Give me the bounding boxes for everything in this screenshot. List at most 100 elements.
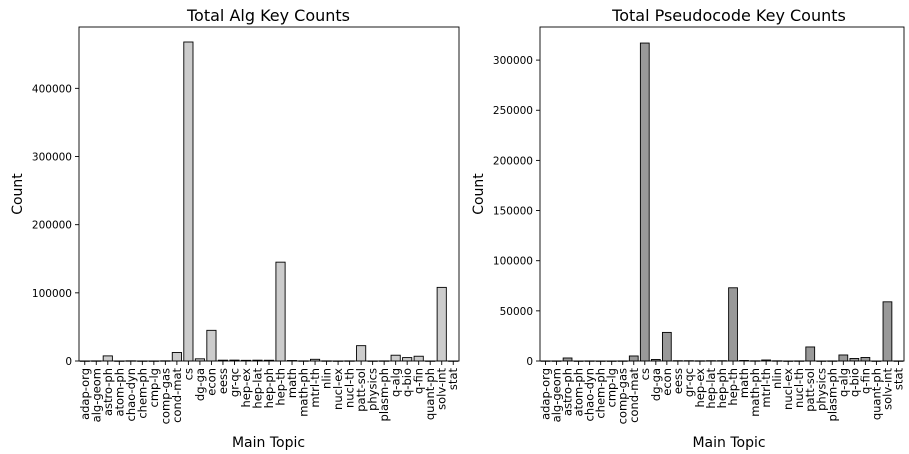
bar-q-alg bbox=[838, 354, 849, 362]
x-tick-label: chao-dyn bbox=[124, 368, 138, 421]
bar-solv-int bbox=[882, 301, 893, 362]
x-tick-label: nucl-th bbox=[792, 368, 806, 408]
x-tick-label: q-alg bbox=[389, 368, 403, 397]
x-tick-label: econ bbox=[204, 368, 218, 396]
x-tick-label: gr-qc bbox=[682, 368, 696, 397]
bar-cond-mat bbox=[628, 355, 639, 362]
x-tick-label: math bbox=[737, 368, 751, 398]
bar-q-bio bbox=[402, 357, 413, 362]
bar-cond-mat bbox=[171, 352, 182, 362]
x-tick-label: econ bbox=[660, 368, 674, 396]
x-tick-label: cmp-lg bbox=[147, 368, 161, 407]
x-tick-label: plasm-ph bbox=[377, 368, 391, 421]
chart-title: Total Pseudocode Key Counts bbox=[611, 6, 846, 25]
y-tick-label: 0 bbox=[65, 356, 72, 368]
x-tick-label: comp-gas bbox=[616, 368, 630, 424]
x-tick-label: hep-ph bbox=[262, 368, 276, 408]
bar-cs bbox=[183, 41, 194, 362]
x-tick-label: hep-th bbox=[726, 368, 740, 406]
y-tick-label: 150000 bbox=[493, 206, 533, 218]
chart-panel-pseudocode: Total Pseudocode Key Counts Count Main T… bbox=[471, 6, 905, 451]
x-tick-label: atom-ph bbox=[112, 368, 126, 417]
chart-panel-alg: Total Alg Key Counts Count Main Topic 0 1… bbox=[10, 6, 460, 451]
x-tick-label: hep-ex bbox=[693, 368, 707, 408]
x-tick-label: mtrl-th bbox=[759, 368, 773, 408]
x-tick-label: stat bbox=[446, 368, 460, 391]
x-tick-label: hep-ph bbox=[715, 368, 729, 408]
x-tick-label: cmp-lg bbox=[605, 368, 619, 407]
y-tick-label: 100000 bbox=[32, 288, 72, 300]
x-tick-label: q-fin bbox=[412, 368, 426, 394]
x-tick-label: adap-org bbox=[78, 368, 92, 420]
x-tick-label: math bbox=[285, 368, 299, 398]
y-tick-label: 200000 bbox=[493, 155, 533, 167]
x-tick-label: alg-geom bbox=[550, 368, 564, 422]
x-tick-label: cond-mat bbox=[627, 368, 641, 423]
x-tick-label: gr-qc bbox=[227, 368, 241, 397]
x-tick-label: hep-th bbox=[274, 368, 288, 406]
x-tick-label: stat bbox=[891, 368, 905, 391]
x-tick-label: mtrl-th bbox=[308, 368, 322, 408]
y-tick-label: 300000 bbox=[493, 55, 533, 67]
y-tick-label: 200000 bbox=[32, 220, 72, 232]
x-tick-label: patt-sol bbox=[803, 368, 817, 412]
x-tick-label: chao-dyn bbox=[583, 368, 597, 421]
x-tick-label: nlin bbox=[320, 368, 334, 389]
x-tick-label: quant-ph bbox=[869, 368, 883, 420]
x-tick-label: chem-ph bbox=[594, 368, 608, 419]
y-tick-label: 50000 bbox=[500, 306, 533, 318]
x-tick-label: solv-int bbox=[880, 368, 894, 410]
bar-solv-int bbox=[436, 286, 447, 362]
x-tick-label: astro-ph bbox=[561, 368, 575, 416]
x-tick-label: nlin bbox=[770, 368, 784, 389]
bar-hep-th bbox=[728, 287, 738, 362]
y-tick-label: 250000 bbox=[493, 105, 533, 117]
bar-econ bbox=[661, 331, 672, 362]
chart-title: Total Alg Key Counts bbox=[186, 6, 350, 25]
x-tick-label: nucl-th bbox=[343, 368, 357, 408]
x-tick-label: math-ph bbox=[748, 368, 762, 417]
x-tick-label: cs bbox=[638, 368, 652, 380]
x-tick-label: comp-gas bbox=[158, 368, 172, 424]
y-tick-label: 100000 bbox=[493, 256, 533, 268]
x-tick-label: q-bio bbox=[847, 368, 861, 397]
bar-econ bbox=[206, 329, 217, 362]
x-tick-label: solv-int bbox=[435, 368, 449, 410]
x-tick-label: astro-ph bbox=[101, 368, 115, 416]
y-tick-label: 300000 bbox=[32, 152, 72, 164]
bar-patt-sol bbox=[356, 345, 367, 362]
x-tick-label: cs bbox=[181, 368, 195, 380]
x-tick-label: plasm-ph bbox=[825, 368, 839, 421]
bar-q-alg bbox=[390, 354, 401, 362]
x-tick-label: hep-lat bbox=[704, 368, 718, 409]
y-tick-label: 400000 bbox=[32, 83, 72, 95]
x-tick-label: q-bio bbox=[400, 368, 414, 397]
x-tick-label: physics bbox=[814, 368, 828, 411]
x-tick-label: nucl-ex bbox=[331, 368, 345, 410]
x-tick-label: dg-ga bbox=[649, 368, 663, 401]
x-tick-label: physics bbox=[366, 368, 380, 411]
x-tick-label: quant-ph bbox=[423, 368, 437, 420]
x-tick-label: eess bbox=[671, 368, 685, 394]
bar-astro-ph bbox=[562, 357, 573, 362]
x-tick-label: hep-ex bbox=[239, 368, 253, 408]
y-axis-label: Count bbox=[10, 173, 26, 215]
x-tick-label: math-ph bbox=[297, 368, 311, 417]
x-tick-label: nucl-ex bbox=[781, 368, 795, 410]
bar-q-fin bbox=[860, 357, 871, 362]
x-axis-label: Main Topic bbox=[232, 435, 305, 451]
bar-cs bbox=[639, 42, 650, 362]
y-tick-label: 0 bbox=[526, 356, 533, 368]
x-tick-label: eess bbox=[216, 368, 230, 394]
x-axis-label: Main Topic bbox=[692, 435, 765, 451]
x-tick-label: alg-geom bbox=[89, 368, 103, 422]
bar-q-fin bbox=[413, 355, 424, 362]
x-tick-label: chem-ph bbox=[135, 368, 149, 419]
x-tick-label: hep-lat bbox=[250, 368, 264, 409]
x-tick-label: q-fin bbox=[858, 368, 872, 394]
bar-astro-ph bbox=[102, 355, 113, 362]
x-tick-label: q-alg bbox=[836, 368, 850, 397]
x-tick-label: cond-mat bbox=[170, 368, 184, 423]
x-tick-label: adap-org bbox=[539, 368, 553, 420]
